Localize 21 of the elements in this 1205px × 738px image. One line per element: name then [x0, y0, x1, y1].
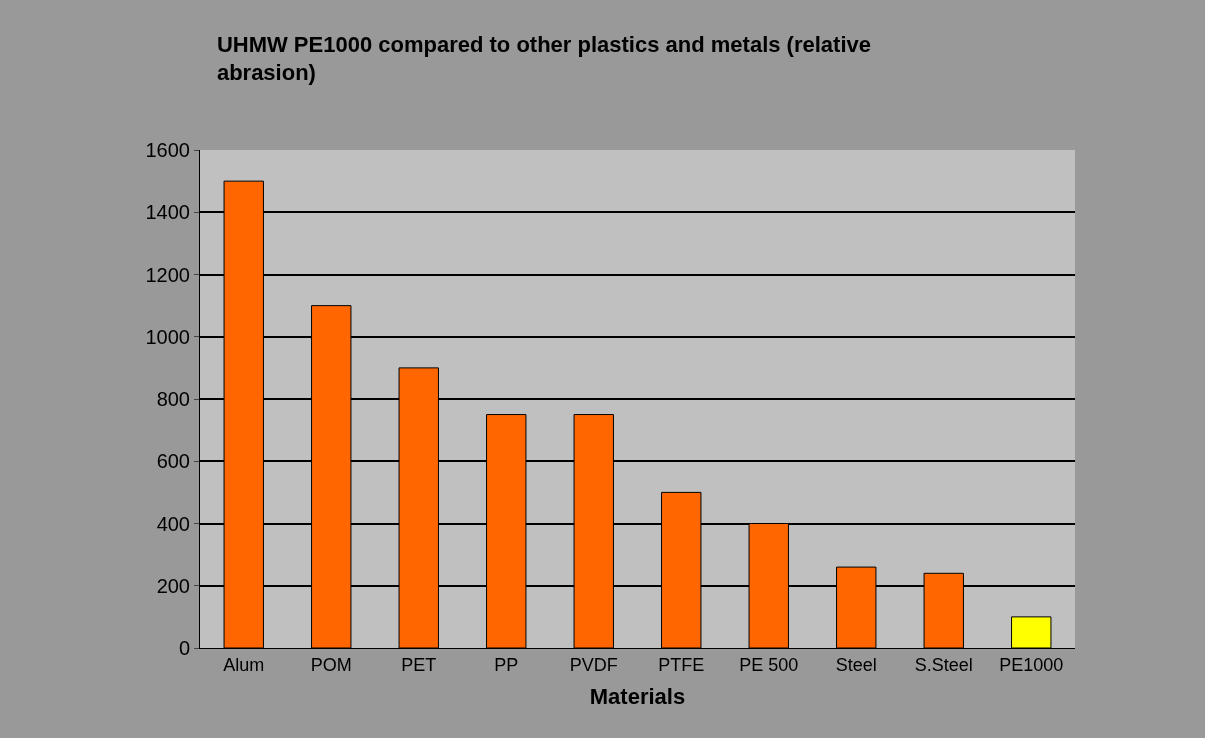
y-tick-label: 400: [156, 512, 190, 535]
x-tick-label: PVDF: [569, 654, 618, 675]
x-tick-label: PP: [494, 654, 519, 675]
y-tick-label: 1000: [145, 325, 190, 348]
chart-title: UHMW PE1000 compared to other plastics and metals (relative abrasion): [216, 31, 871, 86]
x-tick-label: Steel: [835, 654, 877, 675]
y-tick-label: 1600: [145, 139, 190, 161]
y-tick-label: 0: [178, 637, 190, 659]
x-tick-label: PE 500: [739, 654, 799, 675]
x-axis-title: Materials: [589, 684, 686, 710]
x-tick-label: Alum: [223, 654, 265, 675]
y-tick-label: 600: [156, 450, 190, 473]
x-tick-label: S.Steel: [914, 654, 973, 675]
y-tick-label: 800: [156, 388, 190, 410]
x-tick-label: PET: [401, 654, 437, 675]
x-tick-label: POM: [310, 654, 352, 675]
y-tick-label: 200: [156, 574, 190, 597]
y-tick-label: 1400: [145, 201, 190, 224]
y-tick-label: 1200: [145, 263, 190, 286]
x-tick-label: PE1000: [999, 654, 1064, 675]
x-tick-label: PTFE: [658, 654, 705, 675]
